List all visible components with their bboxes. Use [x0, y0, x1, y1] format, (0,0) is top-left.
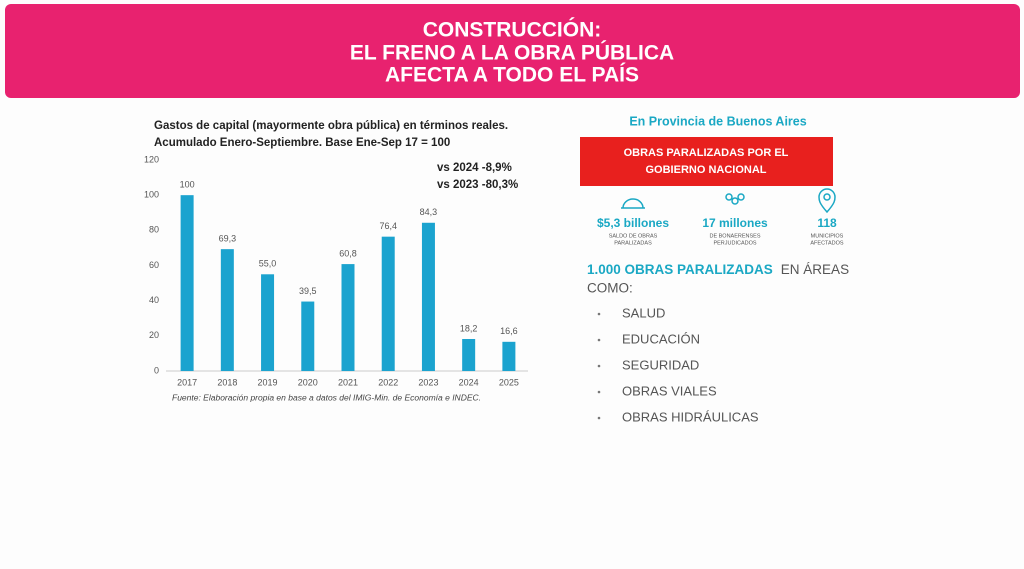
bar [421, 222, 435, 371]
value-label: 39,5 [299, 286, 317, 296]
intro-text: EN ÁREAS [781, 262, 849, 277]
stat-caption: AFECTADOS [810, 240, 844, 246]
stat-caption: PERJUDICADOS [713, 240, 756, 246]
y-tick-label: 20 [149, 330, 159, 340]
people-icon [731, 197, 739, 205]
highlight: 1.000 OBRAS PARALIZADAS [587, 262, 773, 277]
bar [502, 341, 516, 371]
people-icon [737, 193, 745, 201]
annotation: vs 2023 -80,3% [437, 179, 518, 191]
pin-icon [823, 193, 831, 201]
bar [180, 195, 194, 371]
value-label: 69,3 [219, 234, 237, 244]
y-tick-label: 100 [144, 190, 159, 200]
y-tick-label: 120 [144, 154, 159, 164]
stat-caption: PARALIZADAS [614, 240, 652, 246]
header-title: EL FRENO A LA OBRA PÚBLICA [350, 41, 674, 65]
bullet [597, 364, 601, 368]
bullet [597, 390, 601, 394]
header-band [5, 4, 1020, 98]
bar [381, 236, 395, 371]
y-tick-label: 40 [149, 295, 159, 305]
pin-icon [818, 188, 836, 214]
x-tick-label: 2025 [499, 377, 519, 387]
bar [301, 301, 315, 371]
bullet [597, 416, 601, 420]
bullet [597, 312, 601, 316]
banner [580, 137, 833, 186]
x-tick-label: 2019 [258, 377, 278, 387]
value-label: 76,4 [379, 221, 397, 231]
helmet-icon [621, 198, 645, 209]
banner-text: GOBIERNO NACIONAL [646, 164, 767, 176]
x-tick-label: 2021 [338, 377, 358, 387]
stat-caption: MUNICIPIOS [811, 233, 844, 239]
value-label: 18,2 [460, 323, 478, 333]
x-tick-label: 2018 [217, 377, 237, 387]
x-tick-label: 2017 [177, 377, 197, 387]
x-tick-label: 2022 [378, 377, 398, 387]
value-label: 100 [180, 180, 195, 190]
annotation: vs 2024 -8,9% [437, 162, 512, 174]
header-title: CONSTRUCCIÓN: [423, 18, 602, 42]
bar [220, 249, 234, 371]
chart-title: Gastos de capital (mayormente obra públi… [154, 120, 508, 132]
chart-subtitle: Acumulado Enero-Septiembre. Base Ene-Sep… [154, 137, 450, 149]
y-tick-label: 60 [149, 260, 159, 270]
area-item: OBRAS VIALES [622, 383, 717, 398]
value-label: 16,6 [500, 326, 518, 336]
bar [341, 264, 355, 371]
intro-text: COMO: [587, 281, 633, 296]
area-item: SALUD [622, 305, 665, 320]
icons [621, 188, 836, 214]
people-icon [725, 193, 733, 201]
stat-caption: SALDO DE OBRAS [609, 233, 658, 239]
stat-caption: DE BONAERENSES [709, 233, 760, 239]
x-tick-label: 2020 [298, 377, 318, 387]
x-tick-label: 2024 [459, 377, 479, 387]
area-item: EDUCACIÓN [622, 331, 700, 346]
areas-intro: 1.000 OBRAS PARALIZADAS EN ÁREAS [587, 262, 849, 277]
area-item: OBRAS HIDRÁULICAS [622, 409, 759, 424]
bullet [597, 338, 601, 342]
x-tick-label: 2023 [418, 377, 438, 387]
y-tick-label: 0 [154, 365, 159, 375]
value-label: 84,3 [420, 207, 438, 217]
header-title: AFECTA A TODO EL PAÍS [385, 64, 639, 87]
value-label: 60,8 [339, 248, 357, 258]
area-item: SEGURIDAD [622, 357, 699, 372]
stat-value: 17 millones [702, 216, 768, 230]
y-tick-label: 80 [149, 225, 159, 235]
source-note: Fuente: Elaboración propia en base a dat… [172, 392, 481, 402]
banner-text: OBRAS PARALIZADAS POR EL [624, 147, 789, 159]
bar [462, 338, 476, 371]
panel-heading: En Provincia de Buenos Aires [629, 114, 806, 128]
value-label: 55,0 [259, 259, 277, 269]
stat-value: 118 [817, 216, 837, 230]
bar [261, 274, 275, 371]
stat-value: $5,3 billones [597, 216, 669, 230]
